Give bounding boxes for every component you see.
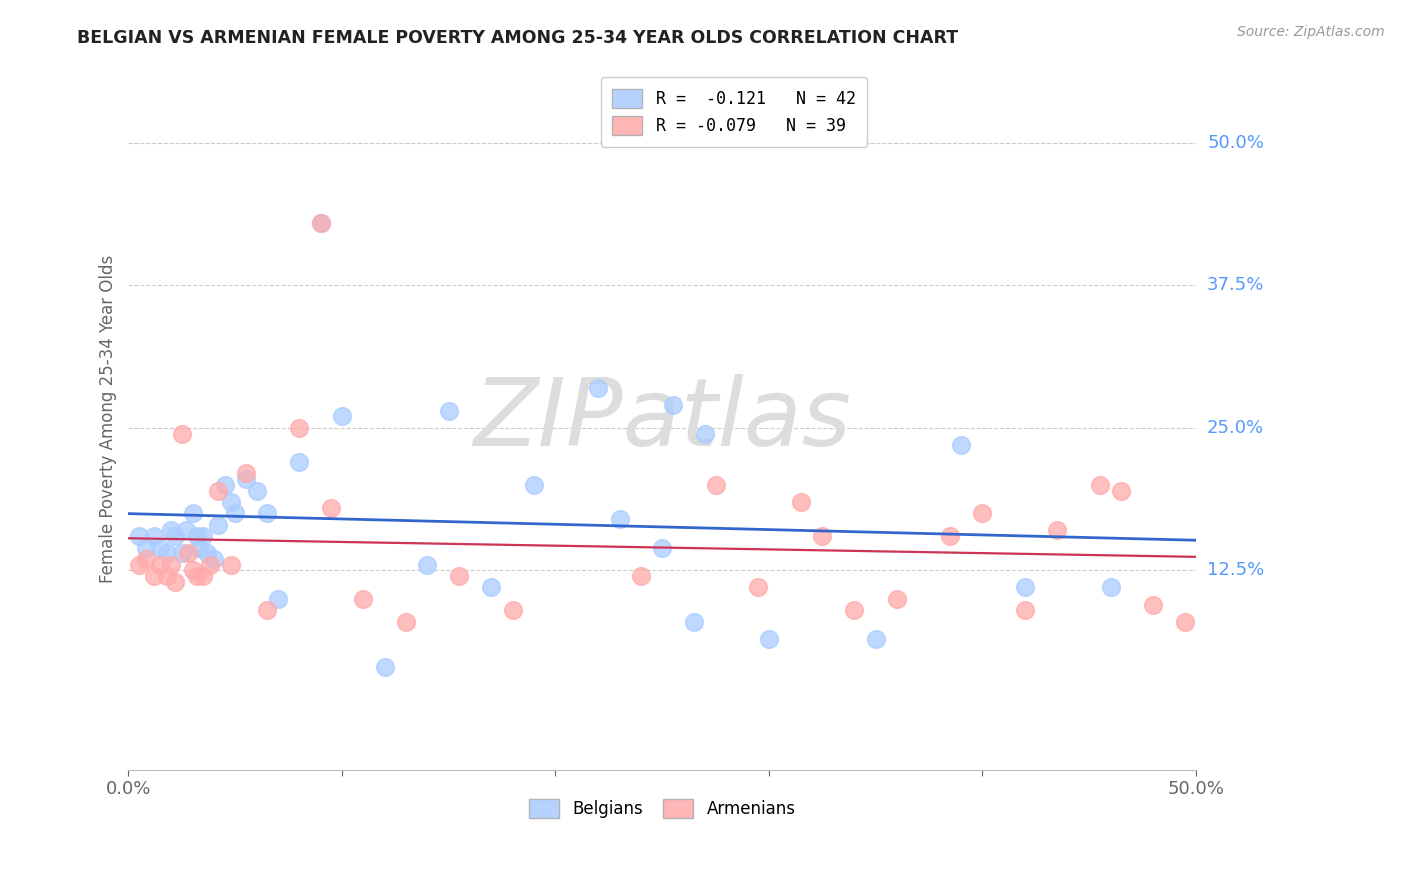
Point: [586, 381, 609, 395]
Point: [256, 603, 278, 617]
Point: [245, 483, 267, 498]
Point: [160, 558, 183, 572]
Point: [437, 403, 460, 417]
Point: [128, 558, 150, 572]
Point: [662, 398, 685, 412]
Text: ZIPatlas: ZIPatlas: [474, 374, 851, 465]
Point: [267, 591, 290, 606]
Point: [651, 541, 673, 555]
Point: [630, 569, 652, 583]
Y-axis label: Female Poverty Among 25-34 Year Olds: Female Poverty Among 25-34 Year Olds: [100, 255, 117, 583]
Point: [181, 563, 204, 577]
Point: [135, 541, 157, 555]
Point: [309, 215, 332, 229]
Legend: Belgians, Armenians: Belgians, Armenians: [523, 792, 801, 825]
Point: [207, 517, 229, 532]
Point: [609, 512, 631, 526]
Point: [187, 541, 209, 555]
Point: [309, 215, 332, 229]
Point: [224, 507, 246, 521]
Point: [143, 569, 166, 583]
Point: [197, 546, 219, 560]
Point: [288, 421, 311, 435]
Point: [156, 546, 179, 560]
Point: [128, 529, 150, 543]
Point: [207, 483, 229, 498]
Point: [416, 558, 439, 572]
Point: [449, 569, 471, 583]
Point: [1099, 581, 1122, 595]
Point: [844, 603, 866, 617]
Point: [256, 507, 278, 521]
Point: [202, 552, 225, 566]
Point: [352, 591, 374, 606]
Point: [1088, 478, 1111, 492]
Point: [170, 426, 193, 441]
Point: [149, 558, 172, 572]
Point: [1046, 524, 1069, 538]
Point: [330, 409, 353, 424]
Point: [174, 524, 197, 538]
Point: [1174, 615, 1197, 629]
Point: [747, 581, 769, 595]
Point: [811, 529, 834, 543]
Point: [165, 574, 187, 589]
Point: [704, 478, 727, 492]
Point: [523, 478, 546, 492]
Point: [865, 632, 887, 646]
Point: [177, 546, 200, 560]
Point: [219, 558, 242, 572]
Point: [972, 507, 994, 521]
Point: [149, 541, 172, 555]
Point: [321, 500, 343, 515]
Point: [135, 552, 157, 566]
Point: [758, 632, 780, 646]
Point: [160, 524, 183, 538]
Point: [288, 455, 311, 469]
Text: BELGIAN VS ARMENIAN FEMALE POVERTY AMONG 25-34 YEAR OLDS CORRELATION CHART: BELGIAN VS ARMENIAN FEMALE POVERTY AMONG…: [77, 29, 959, 46]
Point: [1014, 581, 1036, 595]
Point: [181, 507, 204, 521]
Point: [950, 438, 973, 452]
Point: [235, 472, 257, 486]
Point: [374, 660, 396, 674]
Point: [235, 467, 257, 481]
Text: 50.0%: 50.0%: [1208, 134, 1264, 152]
Point: [186, 569, 208, 583]
Point: [886, 591, 908, 606]
Point: [193, 569, 215, 583]
Text: 37.5%: 37.5%: [1208, 277, 1264, 294]
Point: [939, 529, 962, 543]
Point: [156, 569, 179, 583]
Point: [502, 603, 524, 617]
Point: [1109, 483, 1132, 498]
Point: [186, 529, 208, 543]
Point: [683, 615, 706, 629]
Point: [193, 529, 215, 543]
Text: 25.0%: 25.0%: [1208, 419, 1264, 437]
Point: [1142, 598, 1164, 612]
Point: [481, 581, 503, 595]
Point: [143, 529, 166, 543]
Point: [165, 529, 187, 543]
Text: 12.5%: 12.5%: [1208, 561, 1264, 580]
Point: [170, 546, 193, 560]
Point: [219, 495, 242, 509]
Point: [198, 558, 221, 572]
Point: [1014, 603, 1036, 617]
Point: [395, 615, 418, 629]
Point: [693, 426, 716, 441]
Point: [214, 478, 236, 492]
Point: [790, 495, 813, 509]
Text: Source: ZipAtlas.com: Source: ZipAtlas.com: [1237, 25, 1385, 39]
